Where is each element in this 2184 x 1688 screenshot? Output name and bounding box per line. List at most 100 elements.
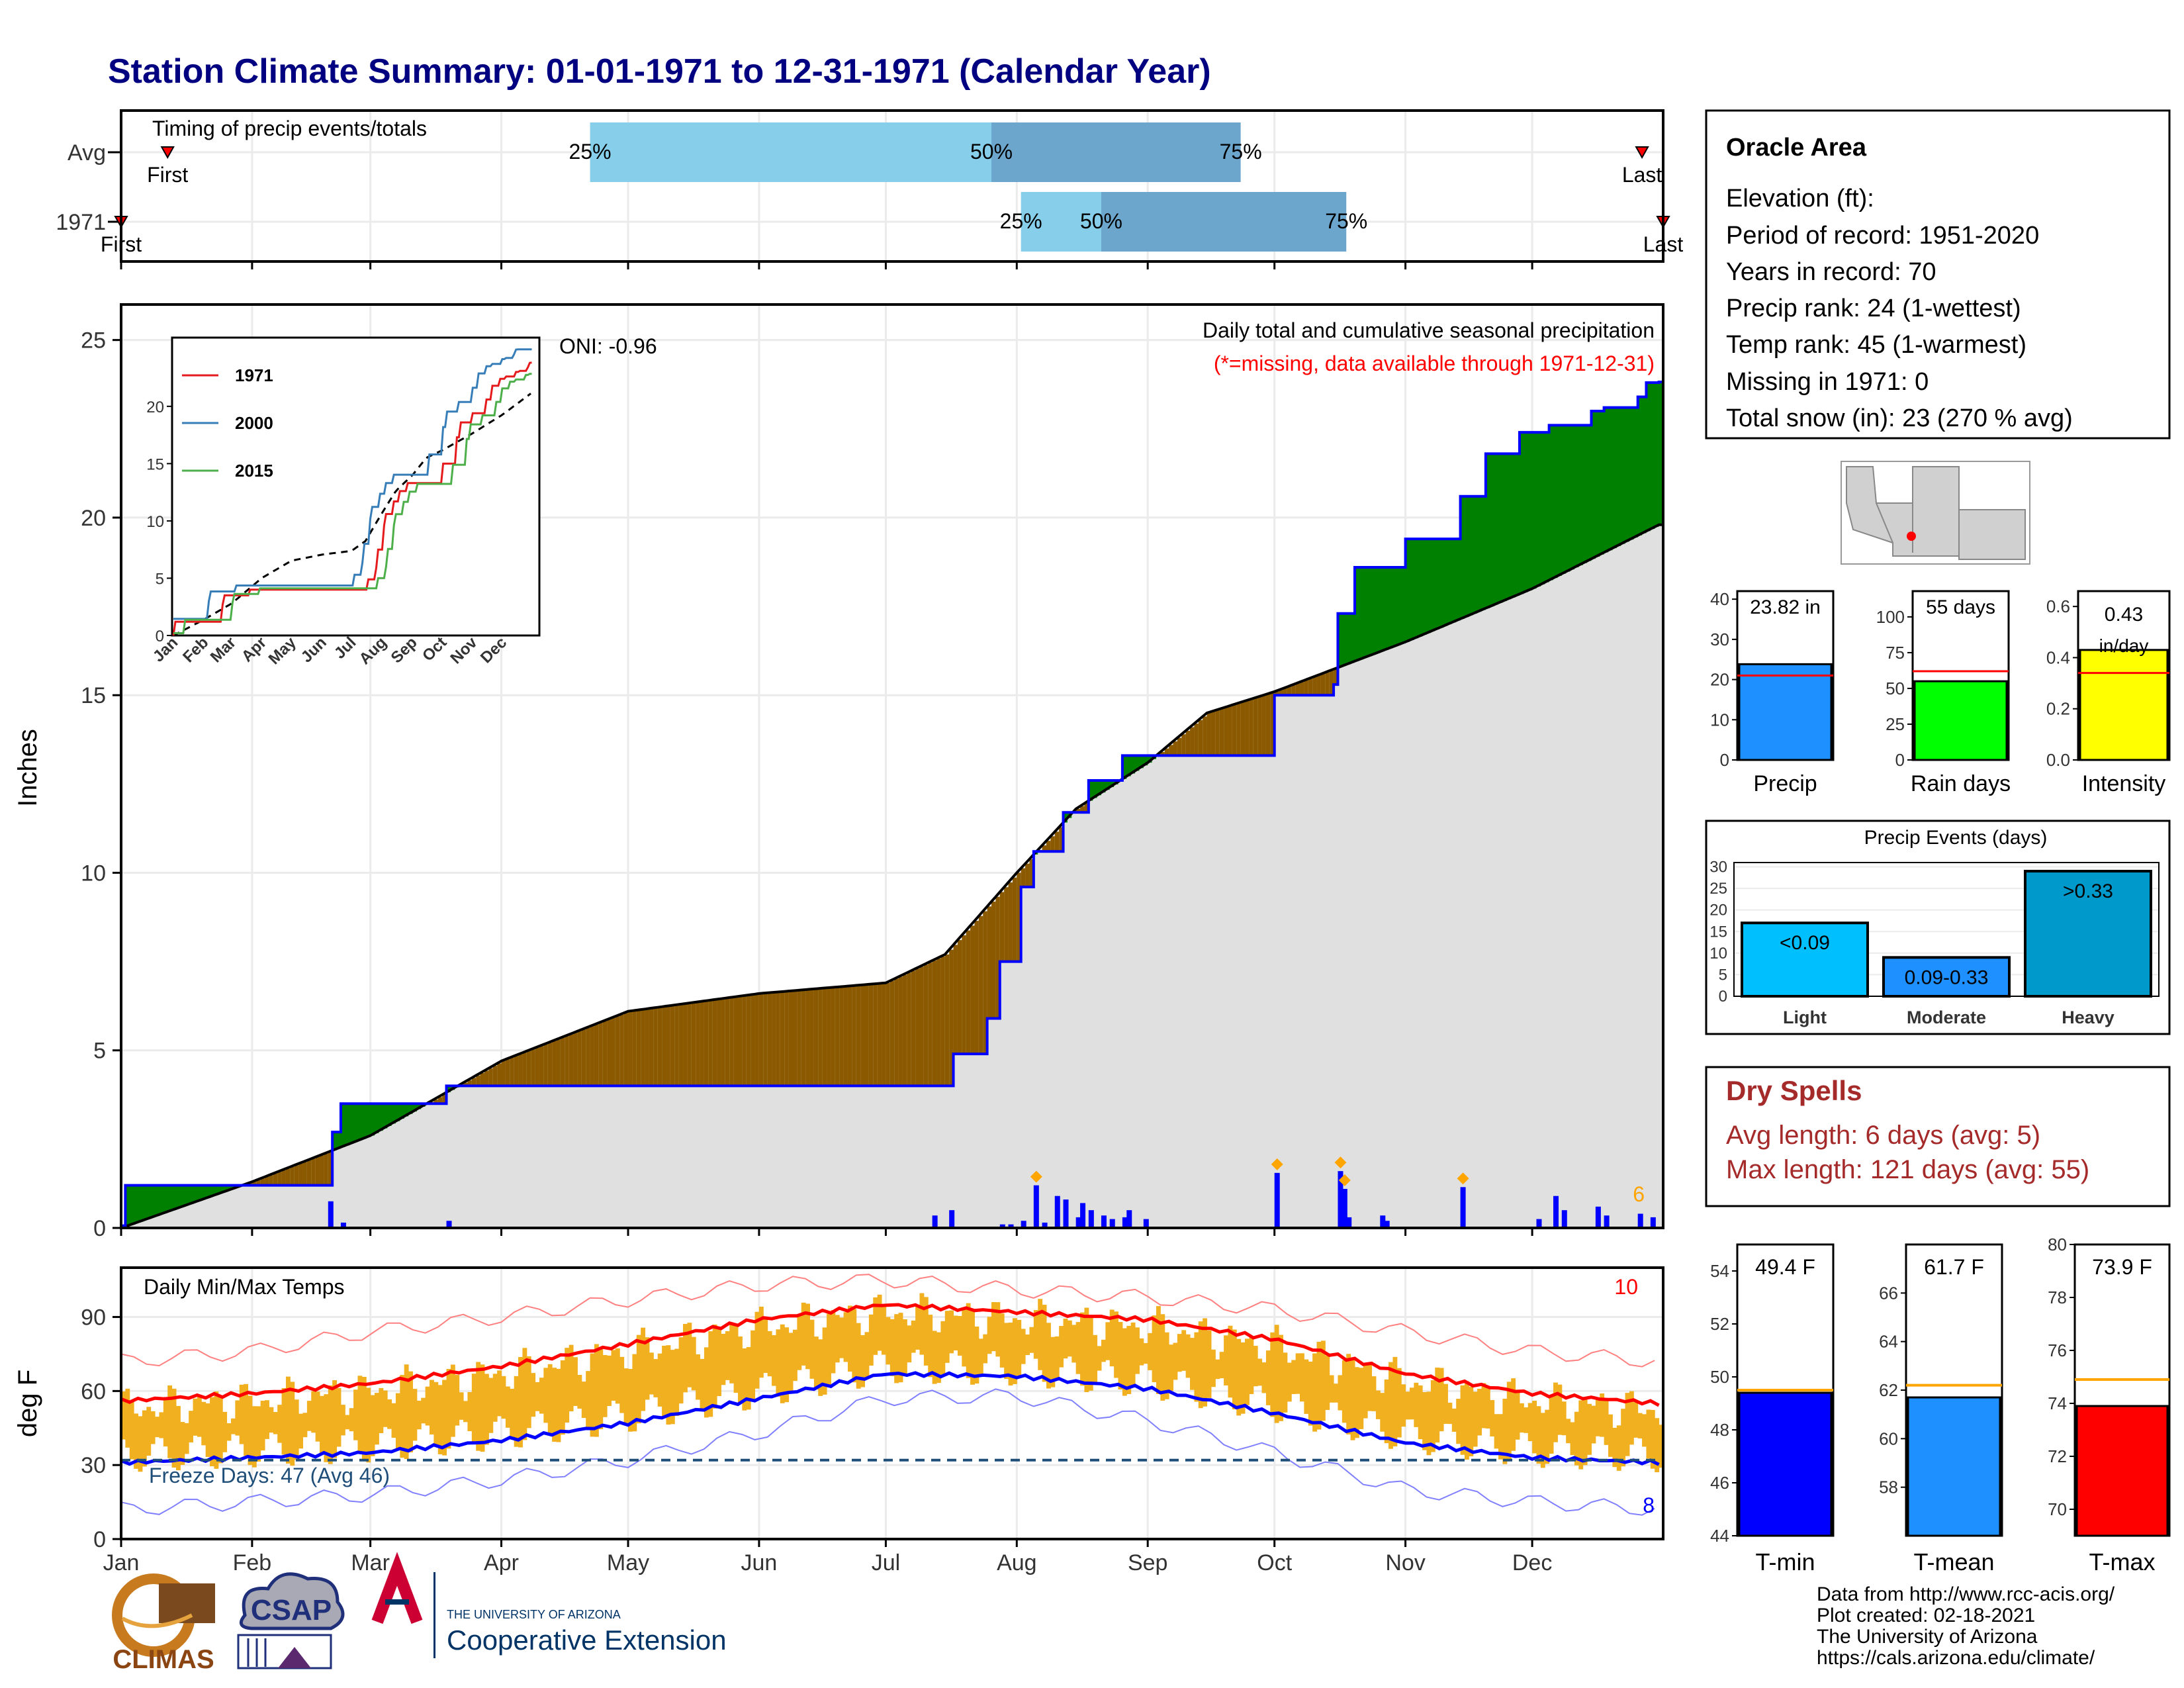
summary-bars: 0 10 20 30 40 23.82 in Precip 0 25 50 75 100 55 days… xyxy=(1710,589,2171,796)
temp-summary-category-label: T-min xyxy=(1756,1548,1815,1575)
daily-precip-bar xyxy=(1553,1196,1559,1228)
daily-precip-bar xyxy=(1080,1203,1086,1228)
inset-legend-label: 2015 xyxy=(235,461,273,481)
y-tick-label: 0 xyxy=(93,1527,106,1552)
temp-summary-value-label: 73.9 F xyxy=(2092,1255,2152,1279)
event-tick-label: 10 xyxy=(1709,945,1727,962)
freeze-days-text: Freeze Days: 47 (Avg 46) xyxy=(149,1464,390,1487)
summary-tick-label: 75 xyxy=(1886,643,1905,663)
summary-tick-label: 0.0 xyxy=(2046,750,2070,770)
temp-series xyxy=(120,1274,1664,1516)
event-category-label: Light xyxy=(1783,1008,1827,1027)
event-bar-label: 0.09-0.33 xyxy=(1905,966,1989,988)
station-line: Temp rank: 45 (1-warmest) xyxy=(1726,331,2026,359)
heavy-precip-marker xyxy=(1334,1156,1347,1169)
summary-value-label: 23.82 in xyxy=(1750,596,1821,618)
temp-summary-tick-label: 72 xyxy=(2048,1446,2067,1466)
station-line: Elevation (ft): xyxy=(1726,185,1874,212)
quantile-label: 75% xyxy=(1325,209,1367,233)
university-of-arizona-logo: THE UNIVERSITY OF ARIZONA Cooperative Ex… xyxy=(371,1552,727,1658)
summary-bar xyxy=(1913,680,2008,761)
credit-line: https://cals.arizona.edu/climate/ xyxy=(1817,1647,2095,1669)
normal-max-line xyxy=(120,1303,1660,1407)
daily-precip-bar xyxy=(1460,1187,1466,1228)
month-label: Jun xyxy=(741,1550,778,1575)
timing-bar-q2 xyxy=(1101,192,1347,252)
daily-precip-bar xyxy=(1561,1210,1567,1228)
credit-line: Data from http://www.rcc-acis.org/ xyxy=(1817,1583,2115,1605)
event-tick-label: 5 xyxy=(1719,966,1727,984)
summary-tick-label: 40 xyxy=(1710,589,1729,609)
record-high-count: 10 xyxy=(1614,1275,1638,1299)
event-tick-label: 30 xyxy=(1709,859,1727,876)
month-label: Sep xyxy=(1128,1550,1168,1575)
month-label: May xyxy=(607,1550,649,1575)
summary-value-label: 0.43 xyxy=(2105,604,2143,626)
month-label: Nov xyxy=(1385,1550,1425,1575)
event-category-label: Heavy xyxy=(2062,1008,2115,1027)
y-tick-label: 10 xyxy=(81,861,106,886)
location-map xyxy=(1841,461,2030,565)
summary-bar xyxy=(1738,663,1833,761)
daily-precip-bar xyxy=(1075,1217,1081,1228)
daily-precip-bar xyxy=(1143,1219,1149,1228)
daily-precip-bar xyxy=(1274,1172,1280,1228)
temp-summary-value-label: 49.4 F xyxy=(1755,1255,1815,1279)
daily-precip-bar xyxy=(1604,1215,1610,1228)
daily-precip-bar xyxy=(1637,1213,1643,1228)
y-tick-label: 60 xyxy=(81,1379,106,1404)
daily-precip-bars xyxy=(121,1156,1656,1228)
observed-cumulative-line xyxy=(121,380,1663,1229)
figure-title: Station Climate Summary: 01-01-1971 to 1… xyxy=(108,52,1211,91)
daily-precip-bar xyxy=(1595,1206,1601,1228)
inset-legend-label: 1971 xyxy=(235,365,273,385)
record-low-line xyxy=(120,1388,1655,1516)
inset-y-label: 20 xyxy=(146,399,164,416)
y-tick-label: 15 xyxy=(81,683,106,708)
timing-bar-q1 xyxy=(590,122,992,182)
station-line: Missing in 1971: 0 xyxy=(1726,368,1929,396)
event-bar xyxy=(2024,870,2152,998)
precip-panel-subtitle: (*=missing, data available through 1971-… xyxy=(1214,352,1655,375)
month-axis: Jan Feb Mar Apr May Jun Jul Aug Sep Oct Nov Dec xyxy=(103,261,1552,1575)
temp-summary-tick-label: 66 xyxy=(1879,1283,1898,1303)
temp-summary-tick-label: 74 xyxy=(2048,1393,2067,1413)
daily-precip-bar xyxy=(999,1224,1005,1228)
precip-events-bars: 0 5 10 15 20 25 30 <0.09 Light 0.09-0.33 Moderate >… xyxy=(1709,859,2160,1027)
precip-panel: 0 5 10 15 20 25 Daily total and cumulative se… xyxy=(13,303,1664,1241)
precip-panel-title: Daily total and cumulative seasonal prec… xyxy=(1203,318,1655,342)
quantile-label: 75% xyxy=(1220,140,1262,164)
temp-summary-tick-label: 80 xyxy=(2048,1235,2067,1254)
temp-summary-tick-label: 78 xyxy=(2048,1288,2067,1307)
inset-y-label: 0 xyxy=(156,628,164,645)
temp-summary-tick-label: 70 xyxy=(2048,1499,2067,1519)
summary-tick-label: 0.4 xyxy=(2046,647,2070,667)
daily-precip-bar xyxy=(1384,1221,1390,1228)
daily-precip-bar xyxy=(340,1222,346,1228)
summary-tick-label: 0.6 xyxy=(2046,596,2070,616)
station-line: Precip rank: 24 (1-wettest) xyxy=(1726,295,2021,322)
month-label: Oct xyxy=(1257,1550,1292,1575)
summary-category-label: Precip xyxy=(1753,771,1817,796)
event-bar-label: <0.09 xyxy=(1780,932,1830,954)
timing-marker-label: First xyxy=(147,163,188,187)
month-label: Jul xyxy=(872,1550,900,1575)
summary-tick-label: 20 xyxy=(1710,670,1729,690)
timing-bar-q1 xyxy=(1021,192,1101,252)
dry-spells-line: Max length: 121 days (avg: 55) xyxy=(1726,1155,2089,1184)
daily-precip-bar xyxy=(1338,1171,1343,1228)
csap-logo-text: CSAP xyxy=(251,1594,332,1626)
month-label: Aug xyxy=(997,1550,1037,1575)
normal-min-line xyxy=(120,1370,1660,1466)
data-credits: Data from http://www.rcc-acis.org/ Plot … xyxy=(1817,1583,2115,1669)
inset-y-label: 10 xyxy=(146,513,164,531)
summary-tick-label: 10 xyxy=(1710,710,1729,729)
daily-precip-bar xyxy=(1122,1217,1128,1228)
quantile-label: 50% xyxy=(970,140,1013,164)
climas-logo-text: CLIMAS xyxy=(113,1645,214,1674)
timing-row-label: Avg xyxy=(68,140,106,165)
station-line: Years in record: 70 xyxy=(1726,258,1936,286)
inset-y-label: 5 xyxy=(156,570,164,588)
